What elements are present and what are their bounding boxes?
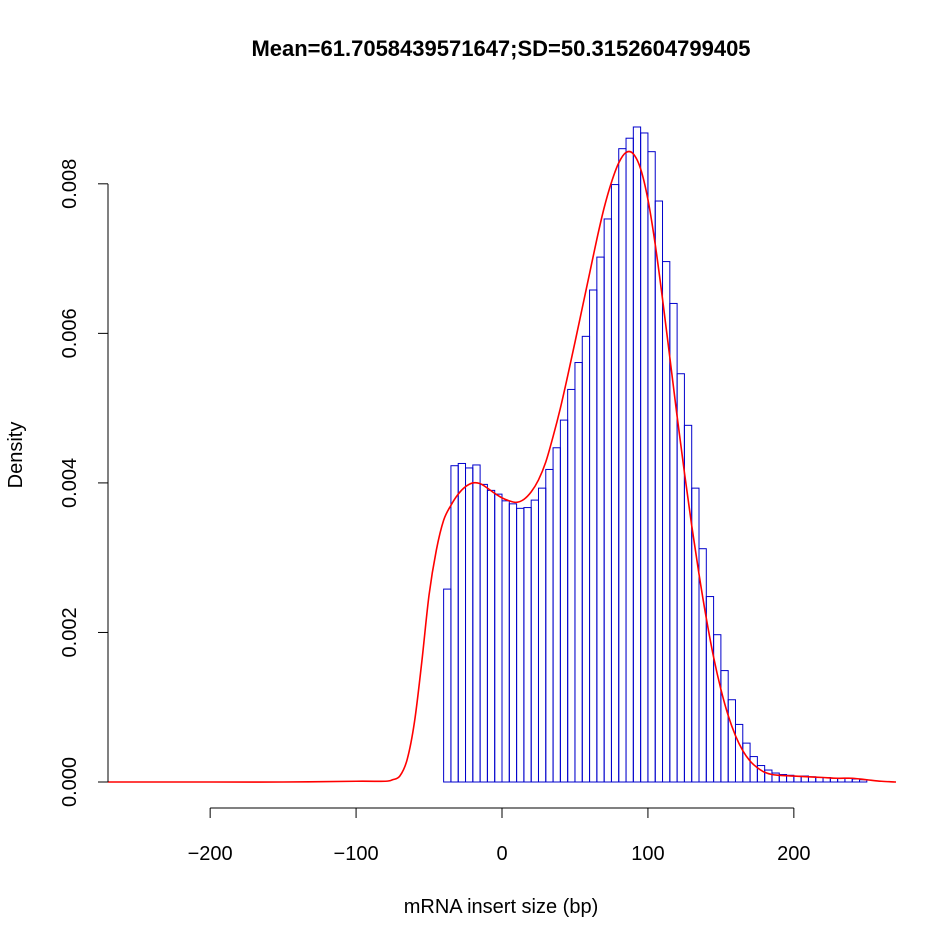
y-tick-label: 0.002: [59, 607, 81, 657]
histogram-bar: [574, 362, 583, 783]
histogram-bar: [640, 132, 649, 783]
y-tick-label: 0.000: [59, 757, 81, 807]
histogram-bars: [443, 126, 868, 783]
histogram-bar: [494, 493, 503, 783]
histogram-bar: [647, 151, 656, 783]
histogram-bar: [676, 373, 685, 783]
histogram-bar: [443, 588, 452, 783]
histogram-bar: [610, 184, 620, 783]
histogram-bar: [501, 500, 510, 783]
histogram-bar: [596, 256, 605, 783]
histogram-bar: [625, 137, 634, 783]
histogram-bar: [559, 419, 569, 783]
histogram-bar: [669, 302, 678, 783]
histogram-bar: [465, 467, 474, 783]
histogram-bar: [603, 218, 612, 783]
histogram-bar: [742, 742, 751, 783]
x-axis-label: mRNA insert size (bp): [404, 896, 599, 918]
x-tick-label: 0: [496, 843, 507, 865]
histogram-bar: [618, 148, 627, 783]
histogram-bar: [552, 447, 561, 783]
histogram-bar: [662, 261, 671, 783]
histogram-bar: [581, 335, 591, 783]
x-axis: −200 −100 0 100 200: [188, 807, 811, 865]
histogram-bar: [537, 487, 547, 783]
y-tick-label: 0.006: [59, 308, 81, 358]
histogram-bar: [479, 483, 488, 783]
histogram-bar: [734, 723, 744, 783]
x-tick-label: 100: [631, 843, 664, 865]
x-tick-label: 200: [777, 843, 810, 865]
histogram-bar: [450, 465, 459, 783]
histogram-bar: [589, 289, 598, 783]
histogram-bar: [457, 462, 467, 783]
chart-title: Mean=61.7058439571647;SD=50.315260479940…: [251, 36, 750, 61]
y-tick-label: 0.004: [59, 458, 81, 508]
histogram-bar: [523, 507, 532, 783]
histogram-bar: [764, 769, 773, 783]
histogram-bar: [545, 468, 554, 783]
density-curve: [108, 150, 897, 783]
histogram-bar: [516, 507, 525, 783]
histogram-bar: [567, 388, 576, 783]
y-axis-label: Density: [5, 422, 27, 489]
histogram-bar: [486, 489, 496, 783]
y-tick-label: 0.008: [59, 159, 81, 209]
x-tick-label: −100: [334, 843, 379, 865]
histogram-bar: [720, 670, 729, 783]
histogram-bar: [632, 126, 642, 783]
histogram-bar: [508, 503, 518, 783]
histogram-bar: [530, 499, 539, 783]
x-tick-label: −200: [188, 843, 233, 865]
histogram-bar: [713, 634, 722, 783]
histogram-bar: [749, 756, 758, 783]
histogram-bar: [727, 699, 736, 783]
y-axis: 0.000 0.002 0.004 0.006 0.008: [59, 159, 109, 807]
histogram-bar: [472, 464, 481, 783]
